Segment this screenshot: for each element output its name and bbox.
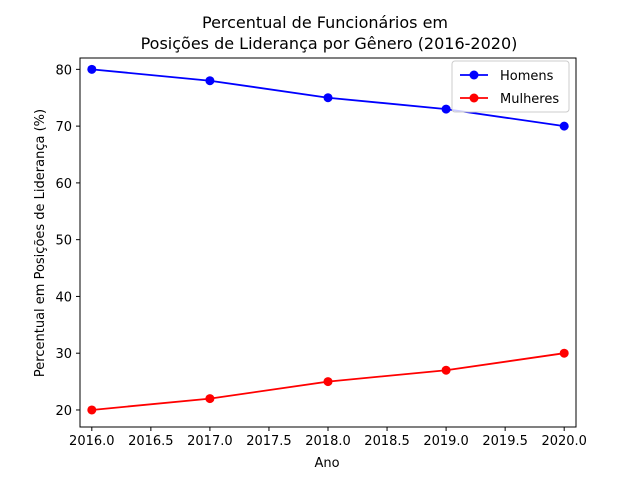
- plot-area: [79, 57, 577, 428]
- series-layer: [87, 64, 569, 415]
- x-tick-label: 2018.5: [364, 434, 410, 449]
- y-axis-ticks: 20 30 40 50 60 70 80: [55, 63, 80, 419]
- y-tick-label: 40: [55, 290, 72, 305]
- data-point-homens: [87, 64, 97, 74]
- chart-title-line-2: Posições de Liderança por Gênero (2016-2…: [141, 34, 518, 53]
- x-axis-ticks: 2016.0 2016.5 2017.0 2017.5 2018.0 2018.5 2019…: [69, 427, 587, 449]
- x-tick-label: 2019.0: [423, 434, 469, 449]
- x-tick-label: 2017.0: [187, 434, 233, 449]
- legend-marker-homens: [469, 70, 479, 80]
- axes-frame: [79, 57, 577, 428]
- x-tick-label: 2016.0: [69, 434, 115, 449]
- data-point-homens: [559, 121, 569, 131]
- x-tick-label: 2016.5: [128, 434, 174, 449]
- legend-marker-mulheres: [469, 93, 479, 103]
- data-point-mulheres: [559, 348, 569, 358]
- y-tick-label: 70: [55, 120, 72, 135]
- data-point-homens: [205, 76, 215, 86]
- legend: Homens Mulheres: [451, 60, 570, 113]
- legend-label-homens: Homens: [500, 69, 554, 84]
- y-tick-label: 50: [55, 234, 72, 249]
- data-point-homens: [441, 104, 451, 114]
- legend-box: [451, 60, 570, 113]
- chart-title-line-1: Percentual de Funcionários em: [202, 13, 448, 32]
- y-axis-label: Percentual em Posições de Liderança (%): [33, 109, 48, 377]
- data-point-mulheres: [87, 405, 97, 415]
- x-tick-label: 2017.5: [246, 434, 292, 449]
- data-point-homens: [323, 93, 333, 103]
- y-tick-label: 20: [55, 404, 72, 419]
- legend-label-mulheres: Mulheres: [500, 92, 559, 107]
- x-tick-label: 2018.0: [305, 434, 351, 449]
- data-point-mulheres: [323, 377, 333, 387]
- data-point-mulheres: [205, 394, 215, 404]
- data-point-mulheres: [441, 365, 451, 375]
- y-tick-label: 30: [55, 347, 72, 362]
- y-tick-label: 60: [55, 177, 72, 192]
- x-tick-label: 2020.0: [541, 434, 587, 449]
- x-axis-label: Ano: [314, 456, 339, 471]
- y-tick-label: 80: [55, 63, 72, 78]
- x-tick-label: 2019.5: [482, 434, 528, 449]
